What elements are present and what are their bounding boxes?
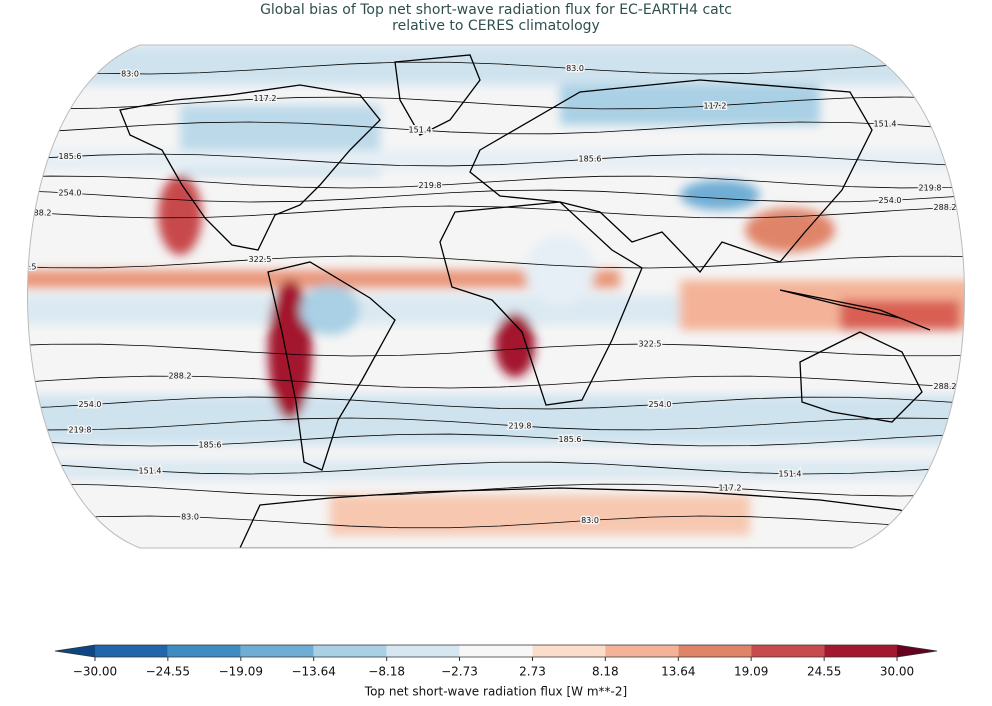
contour-label: 288.2 [29,208,52,217]
colorbar-bin [459,645,533,657]
contour-label: 117.2 [704,101,727,110]
colorbar-bin [824,645,897,657]
contour-label: 254.0 [649,400,672,409]
contour-label: 185.6 [199,440,222,449]
colorbar-label: Top net short-wave radiation flux [W m**… [364,685,627,699]
colorbar-tick-label: −2.73 [441,665,478,679]
contour-label: 83.0 [181,512,199,521]
contour-label: 322.5 [249,255,272,264]
colorbar-bin [605,645,679,657]
contour-label: 254.0 [879,196,902,205]
colorbar-extend [897,645,937,657]
contour-label: 185.6 [559,435,582,444]
contour-line [27,61,965,75]
colorbar-tick-label: 19.09 [734,665,768,679]
contour-label: 322.5 [14,263,37,272]
contour-label: 185.6 [579,155,602,164]
colorbar-tick-label: −19.09 [219,665,263,679]
contour-line [27,255,965,269]
contour-line [27,96,965,110]
contour-line [27,461,965,475]
map: 83.0 83.0 83.0 83.0 117.2 117.2 117.2 151.4 151.… [14,45,965,548]
contour-line [27,515,965,529]
colorbar-tick-label: −24.55 [146,665,190,679]
contour-label: 219.8 [69,425,92,434]
contour-line [27,417,965,431]
colorbar-bin [95,645,168,657]
contour-label: 219.8 [419,181,442,190]
contour-line [27,205,965,219]
contour-line [27,375,965,389]
contour-line [27,396,965,410]
bias-field [27,45,965,535]
contour-label: 151.4 [779,469,802,478]
contour-line [27,175,965,189]
contour-label: 288.2 [934,203,957,212]
colorbar-bin [240,645,314,657]
contour-label: 83.0 [581,516,599,525]
contour-label: 288.2 [934,382,957,391]
colorbar-tick-label: −30.00 [73,665,117,679]
title-line: Global bias of Top net short-wave radiat… [260,2,732,18]
colorbar-bin [386,645,460,657]
contour-label: 288.2 [169,372,192,381]
contour-label: 83.0 [566,64,584,73]
contour-label: 151.4 [874,119,897,128]
colorbar-tick-label: −8.18 [368,665,405,679]
coastlines [119,54,965,548]
colorbar-bin [313,645,387,657]
contour-line [27,433,965,447]
colorbar-tick-label: 8.18 [592,665,619,679]
title-line: relative to CERES climatology [392,18,600,34]
colorbar-tick-label: 30.00 [880,665,914,679]
contour-label: 219.8 [919,183,942,192]
contour-label: 185.6 [59,152,82,161]
contour-line [27,343,965,357]
contour-line [27,153,965,167]
contour-label: 151.4 [409,126,432,135]
colorbar-bin [167,645,241,657]
map-border [27,44,965,549]
contour-label: 117.2 [719,484,742,493]
contour-line [27,483,965,497]
contour-label: 322.5 [639,340,662,349]
colorbar-tick-label: 2.73 [519,665,546,679]
contour-label: 254.0 [59,189,82,198]
contour-label: 219.8 [509,422,532,431]
colorbar-tick-label: −13.64 [291,665,335,679]
colorbar: −30.00 −24.55 −19.09 −13.64 −8.18 −2.73 2.73 8.… [54,644,938,679]
contour-label: 151.4 [139,467,162,476]
colorbar-extend [55,645,95,657]
colorbar-bin [532,645,606,657]
contour-line [27,121,965,135]
colorbar-bin [751,645,825,657]
contour-label: 117.2 [254,94,277,103]
colorbar-bin [678,645,752,657]
colorbar-tick-label: 24.55 [807,665,841,679]
contour-label: 254.0 [79,400,102,409]
colorbar-tick-label: 13.64 [661,665,695,679]
contours: 83.0 83.0 83.0 83.0 117.2 117.2 117.2 151.4 151.… [14,61,965,529]
contour-label: 83.0 [121,69,139,78]
contour-line [27,189,965,203]
